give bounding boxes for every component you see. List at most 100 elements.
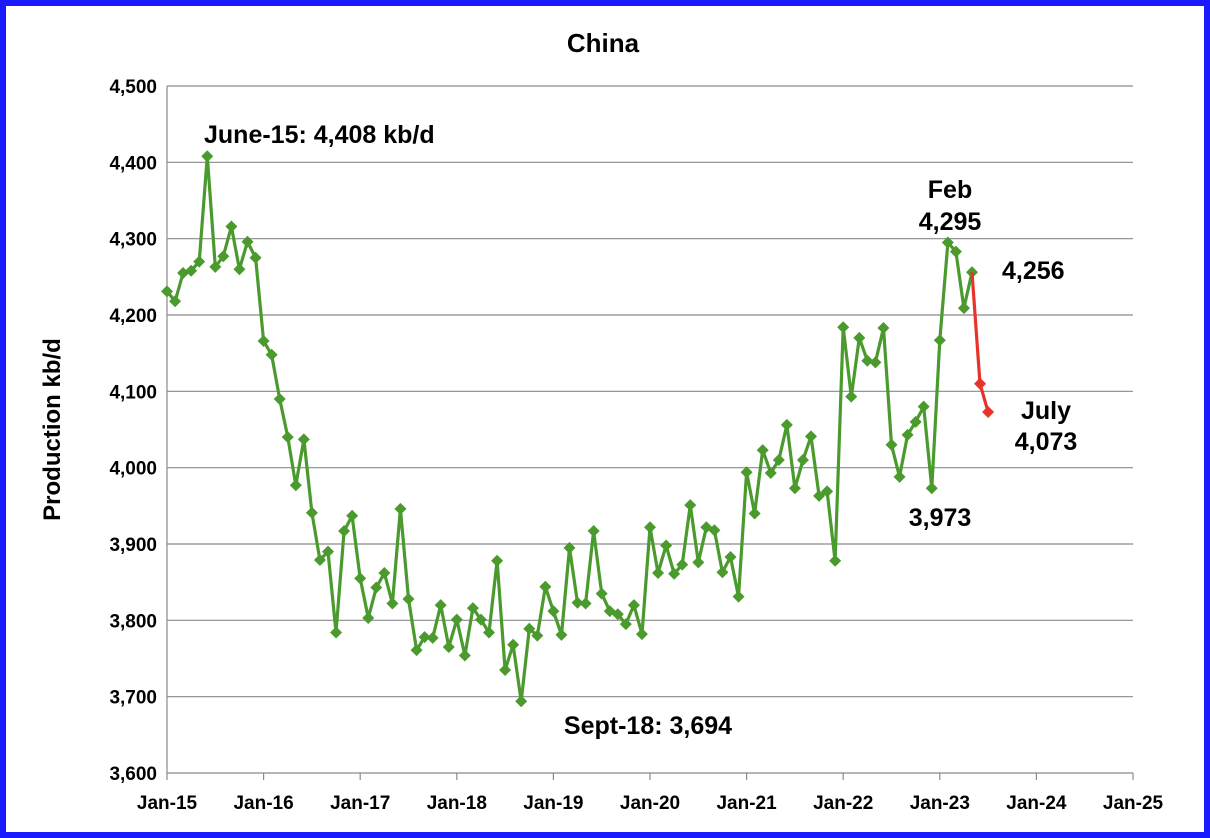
data-point xyxy=(370,581,383,594)
data-point xyxy=(732,590,745,603)
data-point xyxy=(241,235,254,248)
data-point xyxy=(491,554,504,567)
data-point xyxy=(692,556,705,569)
data-point xyxy=(893,470,906,483)
data-point xyxy=(547,605,560,618)
data-point xyxy=(740,466,753,479)
data-point xyxy=(571,596,584,609)
data-point xyxy=(595,587,608,600)
data-point xyxy=(273,392,286,405)
data-point xyxy=(466,602,479,615)
data-point xyxy=(845,390,858,403)
annotation-feb-label: Feb xyxy=(928,176,972,204)
data-point xyxy=(805,430,817,443)
data-point xyxy=(434,599,447,612)
data-point xyxy=(338,525,351,538)
data-point xyxy=(925,482,938,495)
data-point xyxy=(933,334,946,347)
data-point xyxy=(611,608,624,621)
data-point xyxy=(652,567,665,580)
data-point xyxy=(297,433,310,446)
data-point xyxy=(458,649,471,662)
data-point xyxy=(909,415,922,428)
data-point xyxy=(265,348,278,361)
y-tick-label: 4,500 xyxy=(109,77,157,98)
chart-title: China xyxy=(567,28,640,58)
x-tick-label: Jan-24 xyxy=(1006,793,1067,814)
data-point xyxy=(885,438,898,451)
data-point xyxy=(619,618,632,631)
y-tick-label: 3,800 xyxy=(109,611,157,632)
data-point xyxy=(917,400,930,413)
data-point xyxy=(289,479,302,492)
data-point xyxy=(982,405,995,418)
data-point xyxy=(330,626,343,639)
data-point xyxy=(949,245,962,258)
data-point xyxy=(660,539,673,552)
data-point xyxy=(748,507,761,520)
data-point xyxy=(764,467,777,480)
data-point xyxy=(974,377,987,390)
data-point xyxy=(635,628,648,641)
data-point xyxy=(225,220,238,233)
data-point xyxy=(853,331,866,344)
annotation-feb-value: 4,295 xyxy=(919,208,982,236)
data-point xyxy=(402,592,415,605)
x-tick-label: Jan-16 xyxy=(233,793,293,814)
data-point xyxy=(716,566,729,579)
data-point xyxy=(217,250,230,263)
y-tick-label: 4,000 xyxy=(109,459,157,480)
data-point xyxy=(515,695,528,708)
data-point xyxy=(426,631,439,644)
x-tick-label: Jan-15 xyxy=(137,793,198,814)
annotation-low-value: 3,973 xyxy=(909,504,972,532)
x-tick-label: Jan-21 xyxy=(716,793,777,814)
annotation-june15-peak: June-15: 4,408 kb/d xyxy=(204,121,435,149)
y-tick-label: 3,900 xyxy=(109,535,157,556)
data-point xyxy=(386,597,399,610)
data-point xyxy=(861,354,874,367)
data-point xyxy=(788,482,801,495)
data-point xyxy=(539,580,552,593)
x-tick-label: Jan-18 xyxy=(427,793,487,814)
annotation-july-value: 4,073 xyxy=(1015,428,1078,456)
y-tick-label: 4,200 xyxy=(109,306,157,327)
y-axis-label: Production kb/d xyxy=(39,338,66,521)
annotation-latest-value: 4,256 xyxy=(1002,257,1065,285)
data-point xyxy=(756,444,769,457)
data-point xyxy=(869,356,882,369)
data-point xyxy=(185,264,198,277)
y-tick-label: 4,100 xyxy=(109,382,157,403)
data-point xyxy=(322,545,334,558)
data-point xyxy=(450,613,463,626)
data-point xyxy=(724,550,737,563)
data-point xyxy=(161,285,173,298)
data-point xyxy=(523,622,536,635)
data-point xyxy=(249,251,262,264)
data-point xyxy=(233,263,246,276)
data-point xyxy=(780,418,793,431)
data-point xyxy=(957,302,970,315)
x-tick-label: Jan-22 xyxy=(813,793,873,814)
annotation-july-label: July xyxy=(1021,397,1071,425)
data-point xyxy=(507,638,520,651)
data-point xyxy=(668,567,681,580)
data-point xyxy=(684,499,697,512)
data-point xyxy=(813,489,826,502)
data-point xyxy=(966,266,978,279)
y-tick-label: 4,300 xyxy=(109,230,157,251)
y-tick-label: 3,600 xyxy=(109,764,157,785)
series-line-0 xyxy=(165,154,974,703)
data-point xyxy=(837,321,850,334)
data-point xyxy=(354,572,367,585)
data-point xyxy=(901,428,914,441)
data-point xyxy=(474,613,487,626)
data-point xyxy=(169,295,182,308)
data-point xyxy=(418,631,431,644)
data-point xyxy=(821,485,834,498)
data-point xyxy=(829,554,842,567)
x-tick-label: Jan-17 xyxy=(330,793,390,814)
data-point xyxy=(305,506,318,519)
